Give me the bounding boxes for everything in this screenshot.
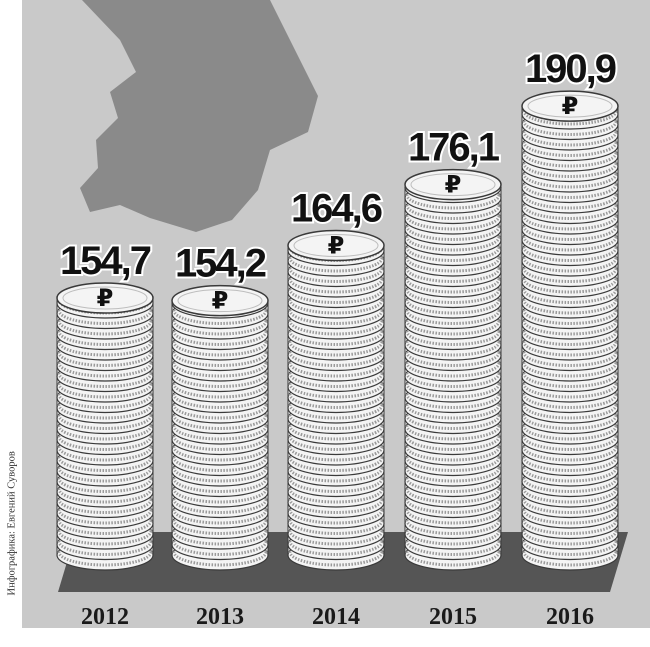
infographic-credit: Инфографика: Евгений Суворов bbox=[6, 451, 18, 596]
ruble-coin-icon bbox=[56, 282, 154, 314]
year-label-2012: 2012 bbox=[81, 604, 129, 630]
ruble-coin-icon bbox=[404, 168, 502, 201]
ruble-coin-icon bbox=[171, 284, 269, 317]
coin-stack-2012: ₽ bbox=[56, 282, 154, 571]
value-label-2016: 190,9 bbox=[525, 47, 616, 91]
year-labels: 2012 2013 2014 2015 2016 bbox=[81, 604, 594, 630]
ruble-sign-icon: ₽ bbox=[562, 92, 579, 120]
coin-stack-2013: ₽ bbox=[171, 284, 269, 571]
ruble-sign-icon: ₽ bbox=[328, 232, 345, 260]
value-labels: 154,7 154,2 164,6 176,1 190,9 bbox=[58, 45, 620, 288]
value-label-2014: 164,6 bbox=[291, 187, 382, 231]
ruble-sign-icon: ₽ bbox=[445, 171, 462, 199]
year-label-2015: 2015 bbox=[429, 604, 477, 630]
region-map bbox=[80, 0, 318, 232]
ruble-coin-icon bbox=[287, 229, 385, 262]
year-label-2014: 2014 bbox=[312, 604, 360, 630]
ruble-sign-icon: ₽ bbox=[97, 284, 114, 312]
coin-stack-2015: ₽ bbox=[404, 168, 502, 571]
coin-stack-2014: ₽ bbox=[287, 229, 385, 571]
coin-stack-2016: ₽ bbox=[521, 90, 619, 571]
ruble-coin-icon bbox=[521, 90, 619, 122]
value-label-2013: 154,2 bbox=[175, 242, 266, 286]
ruble-sign-icon: ₽ bbox=[212, 287, 229, 315]
coin-stacks: ₽ ₽ ₽ ₽ ₽ bbox=[56, 90, 619, 571]
year-label-2016: 2016 bbox=[546, 604, 594, 630]
value-label-2012: 154,7 bbox=[60, 239, 151, 283]
value-label-2015: 176,1 bbox=[408, 126, 500, 170]
year-label-2013: 2013 bbox=[196, 604, 244, 630]
